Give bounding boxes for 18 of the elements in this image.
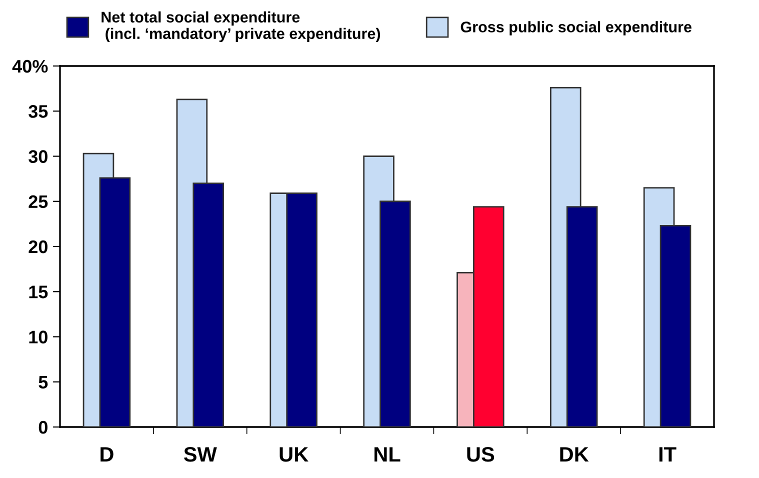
y-tick-label: 30 xyxy=(28,150,48,163)
x-tick-label: SW xyxy=(184,446,217,462)
y-tick-label: 0 xyxy=(38,420,48,434)
legend-label: Net total social expenditure (incl. ‘mandatory’ private expenditure) xyxy=(102,11,380,42)
y-tick-label: 10 xyxy=(29,330,48,344)
y-tick-label: 15 xyxy=(29,286,48,298)
y-tick-label: 25 xyxy=(28,195,48,208)
y-tick-label: 5 xyxy=(38,376,48,389)
y-tick-label: 40% xyxy=(12,60,48,73)
x-tick-label: US xyxy=(467,446,494,462)
legend-label: Gross public social expenditure xyxy=(460,21,692,36)
x-tick-label: IT xyxy=(659,447,676,462)
x-tick-label: UK xyxy=(280,447,308,462)
x-tick-label: NL xyxy=(374,447,400,462)
x-tick-label: D xyxy=(100,447,114,462)
y-tick-label: 20 xyxy=(28,240,48,254)
y-tick-label: 35 xyxy=(28,105,48,118)
x-tick-label: DK xyxy=(560,447,589,462)
